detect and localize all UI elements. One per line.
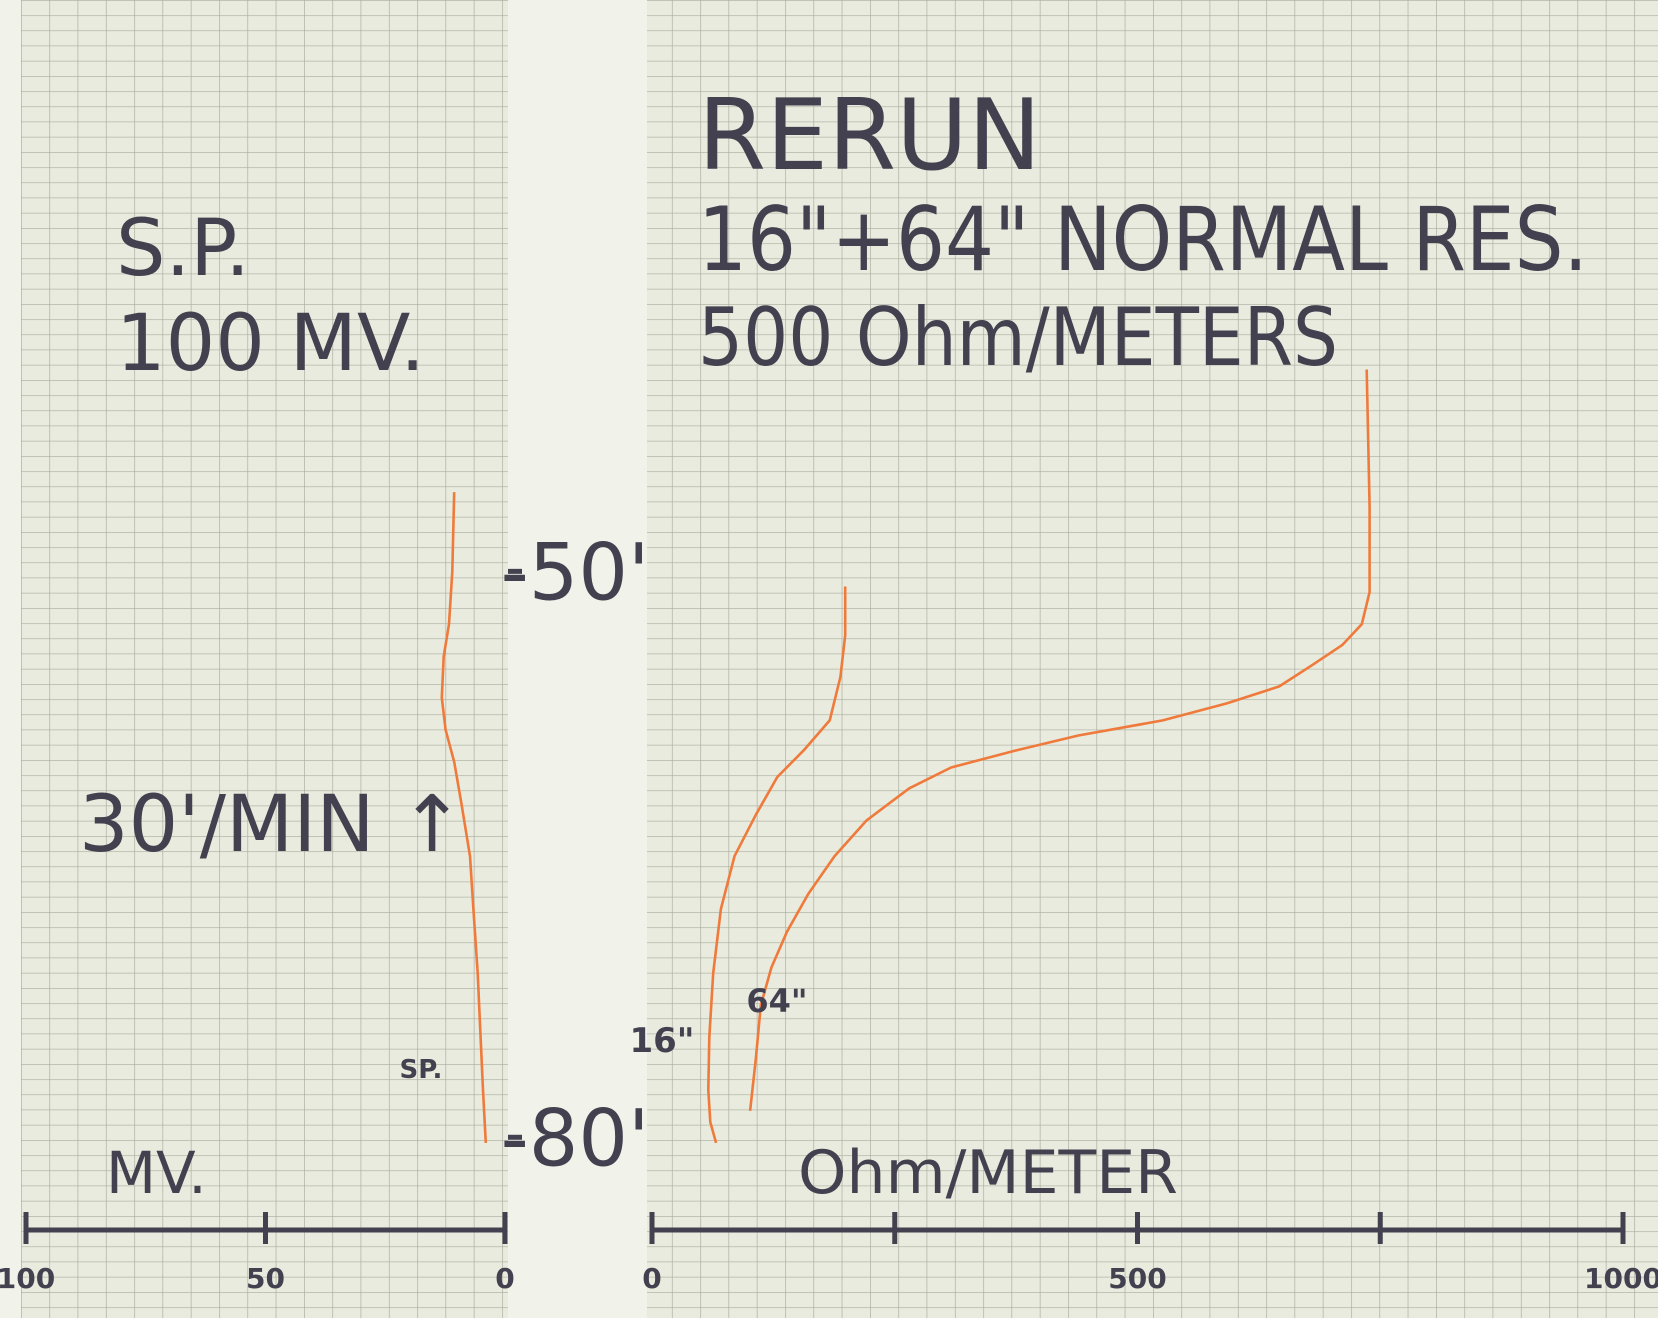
page: {"chart_data": [ {"type": "line", "title… [0, 0, 1658, 1318]
chart-subtitle: 100 MV. [116, 299, 425, 389]
grid-area [21, 0, 508, 1318]
annotation: 500 Ohm/METERS [698, 291, 1338, 384]
legend-label: SP. [400, 1055, 443, 1085]
x-tick-label: 0 [495, 1262, 514, 1295]
x-axis-label: MV. [106, 1139, 207, 1207]
annotation: 30'/MIN ↑ [79, 780, 465, 870]
x-axis-label: Ohm/METER [798, 1138, 1178, 1208]
chart-title: RERUN [698, 79, 1041, 193]
y-tick-label: -50' [501, 528, 650, 618]
chart-title: S.P. [116, 204, 250, 294]
x-tick-label: 1000 [1584, 1262, 1658, 1295]
x-tick-label: 0 [642, 1262, 661, 1295]
x-tick-label: 100 [0, 1262, 55, 1295]
legend-label: 16" [629, 1021, 694, 1061]
y-tick-label: -80' [501, 1094, 650, 1184]
chart-subtitle: 16"+64" NORMAL RES. [698, 188, 1588, 291]
x-tick-label: 50 [246, 1262, 285, 1295]
chart: -50'-80'S.P.100 MV.30'/MIN ↑MV.100500SP.… [0, 0, 1658, 1318]
legend-label: 64" [746, 982, 807, 1020]
x-tick-label: 500 [1108, 1262, 1166, 1295]
